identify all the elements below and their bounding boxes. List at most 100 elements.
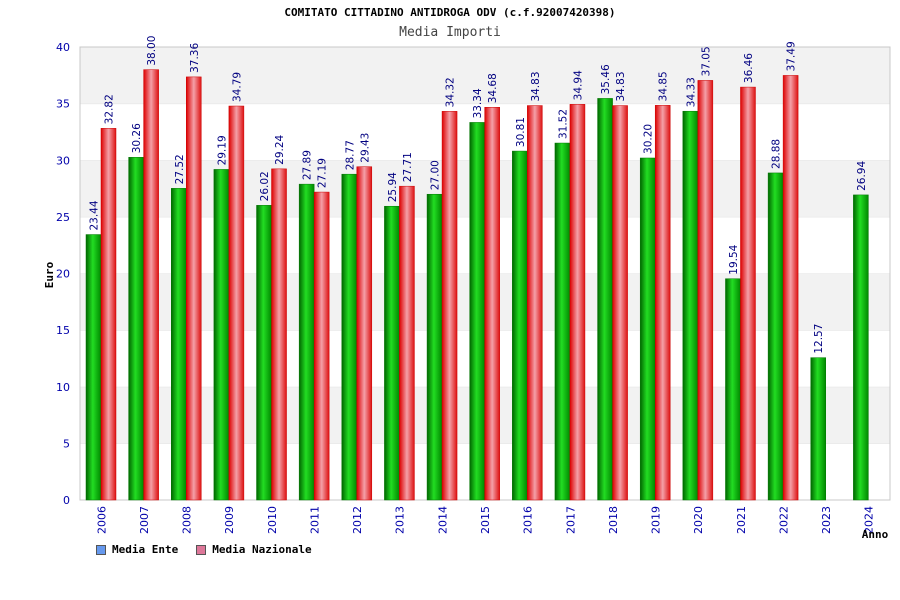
y-tick-label: 30 (56, 154, 70, 167)
legend: Media Ente Media Nazionale (96, 543, 312, 556)
data-label: 35.46 (600, 64, 612, 94)
legend-swatch-nazionale (196, 544, 207, 555)
data-label: 28.88 (771, 139, 783, 169)
data-label: 36.46 (743, 53, 755, 83)
bar-media-nazionale-2022 (782, 75, 799, 501)
data-label: 29.24 (274, 134, 286, 164)
x-tick-label: 2016 (522, 506, 535, 534)
bar-media-nazionale-2012 (356, 166, 373, 501)
data-label: 30.81 (515, 117, 527, 147)
data-label: 25.94 (387, 172, 399, 202)
data-label: 37.05 (700, 46, 712, 76)
bar-media-nazionale-2013 (399, 185, 415, 501)
data-label: 33.34 (472, 88, 484, 118)
data-label: 34.68 (487, 73, 499, 103)
bar-media-ente-2010 (256, 205, 272, 501)
data-label: 34.94 (572, 70, 584, 100)
bar-media-nazionale-2007 (143, 69, 159, 501)
data-label: 27.71 (402, 152, 414, 182)
data-label: 34.83 (615, 71, 627, 101)
bar-media-nazionale-2011 (313, 191, 330, 501)
bar-media-nazionale-2019 (654, 105, 671, 501)
bar-media-ente-2016 (512, 150, 528, 501)
bar-media-nazionale-2010 (271, 168, 287, 501)
bar-media-ente-2020 (682, 110, 699, 501)
x-tick-label: 2012 (351, 506, 364, 534)
bar-media-ente-2017 (554, 142, 571, 501)
data-label: 23.44 (89, 200, 101, 230)
y-tick-label: 35 (56, 98, 70, 111)
bar-media-ente-2024 (853, 194, 869, 501)
y-tick-label: 40 (56, 41, 70, 54)
x-axis-label: Anno (862, 528, 889, 541)
data-label: 34.33 (685, 77, 697, 107)
bar-media-ente-2022 (767, 172, 784, 501)
chart-title: COMITATO CITTADINO ANTIDROGA ODV (c.f.92… (284, 6, 616, 19)
bar-media-nazionale-2006 (100, 128, 117, 501)
data-label: 12.57 (813, 324, 825, 354)
bar-media-ente-2015 (469, 122, 485, 501)
x-tick-label: 2011 (308, 506, 321, 534)
x-tick-label: 2024 (863, 506, 876, 534)
x-tick-label: 2021 (735, 506, 748, 534)
x-tick-label: 2015 (479, 506, 492, 534)
bar-media-nazionale-2018 (612, 105, 628, 501)
x-tick-label: 2023 (820, 506, 833, 534)
bar-media-ente-2023 (810, 357, 826, 501)
data-label: 34.32 (445, 77, 457, 107)
data-label: 34.79 (231, 72, 243, 102)
bar-media-nazionale-2014 (441, 111, 458, 501)
bar-media-nazionale-2021 (740, 86, 756, 501)
bar-media-ente-2019 (639, 157, 656, 501)
bar-media-nazionale-2017 (569, 104, 586, 501)
chart-subtitle: Media Importi (399, 25, 501, 40)
data-label: 29.19 (216, 135, 228, 165)
y-axis-label: Euro (43, 261, 56, 288)
bar-media-ente-2009 (213, 169, 230, 501)
bar-media-ente-2012 (341, 173, 358, 501)
legend-item-ente: Media Ente (96, 543, 178, 556)
x-tick-label: 2022 (777, 506, 790, 534)
x-tick-label: 2008 (181, 506, 194, 534)
bar-media-ente-2021 (725, 278, 741, 501)
x-tick-label: 2009 (223, 506, 236, 534)
bar-media-ente-2013 (384, 205, 400, 501)
data-label: 27.00 (430, 160, 442, 190)
x-tick-label: 2017 (564, 506, 577, 534)
data-label: 27.52 (174, 154, 186, 184)
x-tick-label: 2006 (95, 506, 108, 534)
x-tick-label: 2019 (650, 506, 663, 534)
data-label: 34.83 (530, 71, 542, 101)
y-tick-label: 15 (56, 324, 70, 337)
data-label: 38.00 (146, 36, 158, 66)
data-label: 26.02 (259, 171, 271, 201)
legend-item-nazionale: Media Nazionale (196, 543, 312, 556)
bar-media-ente-2014 (426, 193, 443, 501)
data-label: 30.26 (131, 123, 143, 153)
legend-label-ente: Media Ente (112, 543, 179, 556)
data-label: 19.54 (728, 244, 740, 274)
bar-media-ente-2006 (85, 234, 102, 501)
x-tick-label: 2010 (266, 506, 279, 534)
x-tick-label: 2014 (436, 506, 449, 534)
data-label: 30.20 (643, 124, 655, 154)
bar-media-ente-2007 (128, 157, 144, 501)
data-label: 28.77 (344, 140, 356, 170)
y-tick-label: 25 (56, 211, 70, 224)
bar-media-nazionale-2016 (527, 105, 543, 501)
bar-media-nazionale-2008 (186, 76, 202, 501)
bar-media-ente-2018 (597, 98, 613, 501)
x-tick-label: 2020 (692, 506, 705, 534)
data-label: 29.43 (359, 133, 371, 163)
legend-label-nazionale: Media Nazionale (212, 543, 312, 556)
y-tick-label: 0 (63, 494, 70, 507)
x-tick-label: 2013 (394, 506, 407, 534)
bar-media-nazionale-2015 (484, 106, 500, 501)
legend-swatch-ente (96, 544, 106, 555)
data-label: 37.36 (189, 43, 201, 73)
data-label: 27.19 (317, 158, 329, 188)
bar-media-nazionale-2020 (697, 80, 714, 501)
y-tick-label: 20 (56, 268, 70, 281)
bar-media-ente-2011 (298, 183, 315, 501)
